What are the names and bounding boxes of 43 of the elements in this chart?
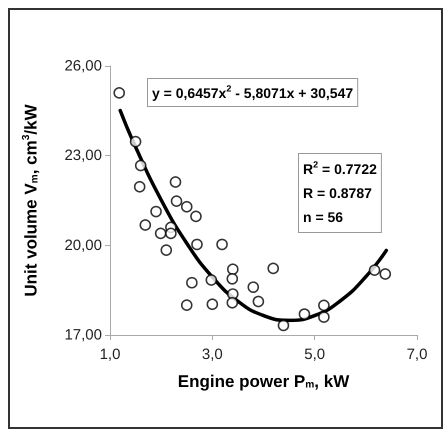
point — [134, 180, 146, 193]
y-tick-label: 26,00 — [64, 58, 102, 74]
point — [379, 268, 392, 280]
point — [150, 206, 162, 218]
point — [140, 219, 152, 231]
y-axis-title: Unit volume Vm, cm3/kW — [21, 103, 40, 297]
point — [190, 210, 202, 222]
point — [216, 238, 228, 250]
point — [247, 281, 260, 293]
x-axis-title: Engine power Pm, kW — [178, 372, 350, 391]
point — [134, 160, 146, 172]
point — [160, 244, 172, 256]
point — [206, 274, 218, 286]
point — [180, 200, 193, 213]
point — [113, 87, 126, 99]
annotation: n = 56 — [303, 209, 344, 225]
point — [226, 296, 238, 309]
x-tick-label: 3,0 — [202, 346, 223, 363]
annotation: R = 0.8787 — [303, 185, 372, 201]
y-tick-label: 17,00 — [64, 326, 102, 344]
point — [278, 320, 290, 332]
x-tick-label: 7,0 — [406, 346, 428, 363]
point — [165, 228, 177, 240]
x-tick-label: 1,0 — [100, 346, 120, 363]
point — [186, 276, 198, 288]
point — [154, 228, 166, 240]
y-tick-label: 23,00 — [64, 147, 102, 164]
point — [226, 273, 238, 285]
point — [180, 299, 193, 311]
point — [227, 263, 239, 276]
x-tick-label: 5,0 — [304, 346, 326, 363]
point — [130, 136, 142, 148]
point — [267, 262, 280, 274]
point — [170, 176, 182, 188]
point — [318, 300, 330, 312]
y-tick-label: 20,00 — [64, 236, 102, 254]
point — [368, 264, 380, 276]
point — [318, 311, 330, 323]
point — [252, 296, 264, 308]
point — [191, 238, 203, 250]
point — [170, 195, 182, 207]
point — [206, 298, 218, 310]
point — [298, 308, 310, 320]
